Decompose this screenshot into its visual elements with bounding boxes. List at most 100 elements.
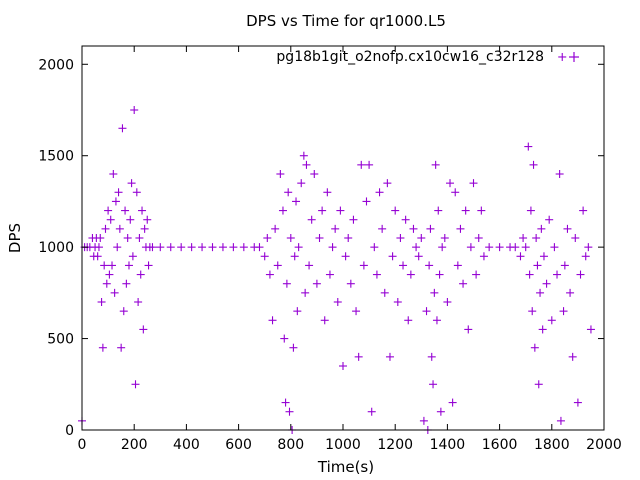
data-point [365,160,374,169]
data-point [539,252,548,261]
data-point [111,197,120,206]
data-point [404,316,413,325]
data-point [255,243,264,252]
x-tick-label: 200 [121,437,148,453]
data-point [292,197,301,206]
data-point [276,170,285,178]
data-point [459,279,468,288]
data-point [431,160,440,169]
data-point [519,234,528,242]
data-point [102,279,111,288]
data-point [341,252,350,261]
data-point [293,307,302,316]
data-point [312,279,321,288]
data-point [417,234,426,242]
data-point [542,279,551,288]
data-point [346,279,355,288]
data-point [110,288,119,297]
data-point [318,206,327,215]
data-point [148,243,157,252]
x-tick-label: 1000 [325,437,361,453]
data-point [101,224,110,233]
y-tick-label: 0 [65,423,74,439]
data-point [265,270,274,279]
data-point [156,243,165,252]
data-point [568,352,577,361]
data-point [138,206,147,215]
x-tick-label: 0 [78,437,87,453]
data-point [239,243,248,252]
data-point [218,243,227,252]
data-point [427,352,436,361]
data-point [301,288,310,297]
data-point [229,243,238,252]
data-point [440,234,449,242]
data-point [114,188,123,197]
data-point [122,279,131,288]
data-point [310,170,319,178]
data-point [579,206,588,215]
data-point [443,298,452,306]
data-point [432,316,441,325]
data-point [132,188,141,197]
data-point [448,398,457,407]
x-tick-label: 1600 [482,437,518,453]
data-point [268,316,277,325]
data-point [271,224,280,233]
data-point [139,325,148,334]
data-point [278,206,287,215]
data-point [362,197,371,206]
data-point [399,261,408,270]
data-point [412,243,421,252]
data-point [166,243,175,252]
data-point [105,270,114,279]
data-point [584,243,593,252]
data-point [474,234,483,242]
data-point [434,206,443,215]
data-point [419,416,428,425]
data-point [320,316,329,325]
chart-title: DPS vs Time for qr1000.L5 [246,12,446,30]
data-point [533,261,542,270]
data-point [260,252,269,261]
data-point [359,261,368,270]
data-point [545,215,554,224]
data-point [297,179,306,188]
data-point [479,252,488,261]
data-point [367,407,376,416]
legend-series-label: pg18b1git_o2nofp.cx10cw16_c32r128 [276,49,544,65]
data-point [375,188,384,197]
data-point [344,234,353,242]
data-point [333,298,342,306]
data-point [100,261,109,270]
data-point [115,224,124,233]
data-point [586,325,595,334]
data-point [524,142,533,151]
data-point [526,206,535,215]
data-point [323,188,332,197]
data-point [124,261,133,270]
data-point [438,243,447,252]
data-point [127,179,136,188]
data-point [96,234,105,242]
data-point [349,215,358,224]
data-point [352,307,361,316]
data-point [113,243,122,252]
data-point [104,206,113,215]
data-point [521,243,530,252]
data-point [294,243,303,252]
data-point [563,224,572,233]
data-point [131,380,140,389]
data-point [430,288,439,297]
data-point [94,243,103,252]
data-point [299,151,308,160]
data-point [305,261,314,270]
data-point [477,206,486,215]
data-point [118,124,127,133]
data-point [396,234,405,242]
data-point [177,243,186,252]
data-point [143,215,152,224]
data-point [461,206,470,215]
x-tick-label: 800 [277,437,304,453]
data-point [435,270,444,279]
